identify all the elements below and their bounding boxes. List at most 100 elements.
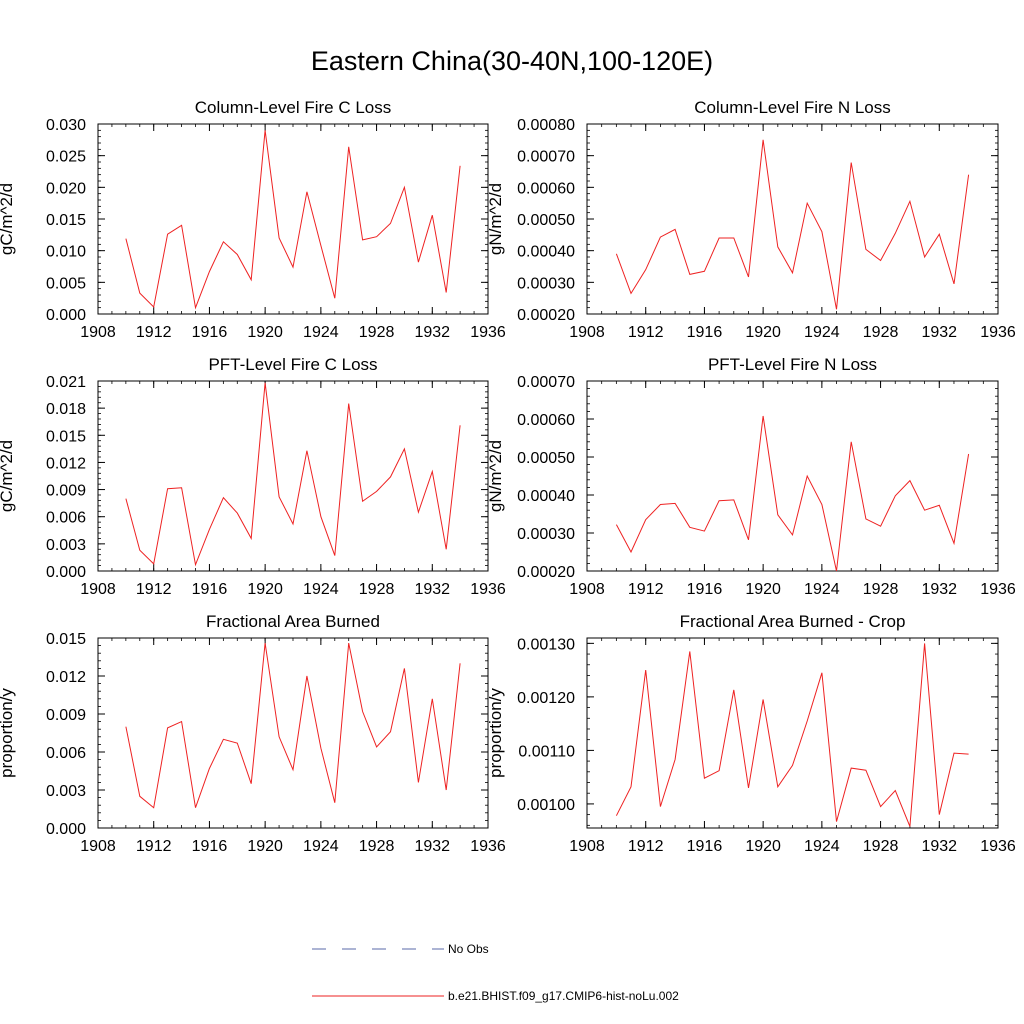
x-tick-label: 1908 [569,838,605,855]
y-tick-label: 0.00100 [517,797,575,814]
y-axis-label: gN/m^2/d [486,440,505,512]
x-tick-label: 1920 [745,324,781,341]
y-tick-label: 0.00030 [517,526,575,543]
y-tick-label: 0.00060 [517,412,575,429]
x-tick-label: 1912 [136,324,172,341]
x-tick-label: 1924 [804,324,840,341]
panel-title: Column-Level Fire C Loss [195,98,392,117]
y-tick-label: 0.00050 [517,450,575,467]
x-tick-label: 1932 [921,324,957,341]
x-tick-label: 1920 [247,838,283,855]
y-tick-label: 0.009 [46,483,86,500]
y-tick-label: 0.021 [46,374,86,391]
y-tick-label: 0.00030 [517,275,575,292]
chart-panel-3: 1908 1912 1916 1920 1924 1928 1932 1936 0.000 0.0… [0,355,506,598]
x-tick-label: 1932 [414,581,450,598]
plot-frame [586,123,999,315]
y-tick-label: 0.00020 [517,307,575,324]
x-tick-label: 1928 [863,838,899,855]
panel-title: PFT-Level Fire C Loss [208,355,377,374]
x-tick-label: 1928 [359,581,395,598]
chart-panel-4: 1908 1912 1916 1920 1924 1928 1932 1936 0.00020 0… [486,355,1016,598]
series-line [615,643,969,827]
figure-title: Eastern China(30-40N,100-120E) [310,46,714,76]
x-tick-label: 1916 [687,324,723,341]
x-tick-label: 1920 [745,838,781,855]
series-line [615,139,970,310]
y-tick-label: 0.006 [46,510,86,527]
panel-title: Column-Level Fire N Loss [694,98,891,117]
legend: No Obs b.e21.BHIST.f09_g17.CMIP6-hist-noL… [312,942,679,1003]
y-tick-label: 0.003 [46,537,86,554]
x-tick-label: 1920 [247,324,283,341]
plot-frame [97,380,489,572]
x-tick-label: 1932 [414,838,450,855]
y-axis-label: proportion/y [0,688,16,778]
x-tick-label: 1932 [921,581,957,598]
x-tick-label: 1916 [192,838,228,855]
plot-frame [586,637,999,829]
y-axis-label: gN/m^2/d [486,183,505,255]
x-tick-label: 1912 [136,581,172,598]
chart-panel-5: 1908 1912 1916 1920 1924 1928 1932 1936 0.000 0.0… [0,612,506,855]
y-axis-label: gC/m^2/d [0,183,16,255]
y-tick-label: 0.015 [46,428,86,445]
y-tick-label: 0.012 [46,455,86,472]
x-tick-label: 1936 [470,581,506,598]
x-tick-label: 1924 [303,324,339,341]
y-tick-label: 0.00110 [518,743,575,760]
y-tick-label: 0.006 [46,745,86,762]
x-tick-label: 1908 [569,324,605,341]
x-tick-label: 1924 [303,838,339,855]
plot-frame [586,380,999,572]
x-tick-label: 1912 [628,581,664,598]
y-tick-label: 0.00040 [517,488,575,505]
chart-panel-2: 1908 1912 1916 1920 1924 1928 1932 1936 0.00020 0… [486,98,1016,341]
x-tick-label: 1924 [804,838,840,855]
y-tick-label: 0.025 [46,149,86,166]
y-tick-label: 0.00120 [517,690,575,707]
panel-title: Fractional Area Burned - Crop [680,612,906,631]
chart-panel-1: 1908 1912 1916 1920 1924 1928 1932 1936 0.000 0.0… [0,98,506,341]
x-tick-label: 1908 [569,581,605,598]
y-tick-label: 0.015 [46,631,86,648]
chart-panel-6: 1908 1912 1916 1920 1924 1928 1932 1936 0.00100 0… [486,612,1016,855]
y-tick-label: 0.00070 [517,374,575,391]
y-tick-label: 0.00130 [517,636,575,653]
x-tick-label: 1916 [192,324,228,341]
y-tick-label: 0.000 [46,564,86,581]
x-tick-label: 1916 [192,581,228,598]
x-tick-label: 1920 [247,581,283,598]
x-tick-label: 1908 [80,838,116,855]
x-tick-label: 1912 [136,838,172,855]
y-axis-label: proportion/y [486,688,505,778]
y-tick-label: 0.030 [46,117,86,134]
series-line [125,643,461,809]
series-line [615,415,970,572]
x-tick-label: 1916 [687,581,723,598]
series-line [125,382,461,567]
x-tick-label: 1908 [80,324,116,341]
y-tick-label: 0.003 [46,783,86,800]
x-tick-label: 1916 [687,838,723,855]
plot-frame [97,637,489,829]
y-tick-label: 0.000 [46,307,86,324]
y-tick-label: 0.00060 [517,180,575,197]
plot-frame [97,123,489,315]
y-tick-label: 0.00080 [517,117,575,134]
x-tick-label: 1936 [470,324,506,341]
y-tick-label: 0.020 [46,180,86,197]
panel-title: Fractional Area Burned [206,612,380,631]
series-line [125,130,461,310]
x-tick-label: 1924 [804,581,840,598]
y-tick-label: 0.00040 [517,244,575,261]
y-tick-label: 0.00050 [517,212,575,229]
y-tick-label: 0.012 [46,669,86,686]
x-tick-label: 1932 [414,324,450,341]
panel-title: PFT-Level Fire N Loss [708,355,877,374]
y-tick-label: 0.015 [46,212,86,229]
y-tick-label: 0.010 [46,244,86,261]
x-tick-label: 1932 [921,838,957,855]
y-tick-label: 0.00020 [517,564,575,581]
